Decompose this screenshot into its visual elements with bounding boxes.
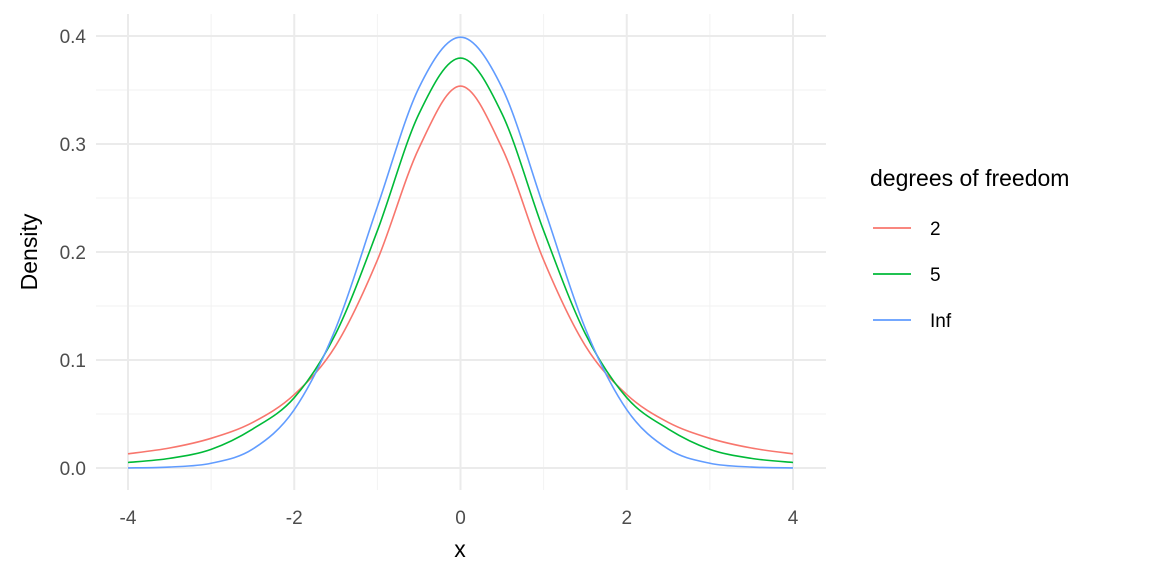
y-tick-label: 0.1 [60,351,86,372]
legend-label: Inf [930,311,952,332]
legend-label: 2 [930,219,941,240]
y-tick-label: 0.3 [60,135,86,156]
x-tick-label: 4 [788,508,799,529]
x-axis-ticks: -4 -2 0 2 4 [120,508,799,529]
series-line-df-2 [127,85,794,455]
major-gridlines [96,14,826,490]
legend-title: degrees of freedom [870,165,1069,191]
y-tick-label: 0.2 [60,243,86,264]
series-lines [127,36,794,469]
y-tick-label: 0.0 [60,459,86,480]
legend-item-df-inf: Inf [873,311,952,332]
x-tick-label: 0 [455,508,466,529]
legend-item-df-5: 5 [873,265,941,286]
x-tick-label: -2 [286,508,303,529]
legend-label: 5 [930,265,941,286]
y-axis-ticks: 0.0 0.1 0.2 0.3 0.4 [60,27,87,480]
y-axis-title: Density [16,213,42,290]
legend-items: 2 5 Inf [873,219,952,332]
legend: degrees of freedom 2 5 Inf [870,165,1069,332]
legend-item-df-2: 2 [873,219,941,240]
y-tick-label: 0.4 [60,27,87,48]
series-line-df-5 [127,57,794,464]
x-axis-title: x [454,536,466,562]
x-tick-label: -4 [120,508,137,529]
x-tick-label: 2 [621,508,632,529]
series-line-df-inf [127,36,794,469]
